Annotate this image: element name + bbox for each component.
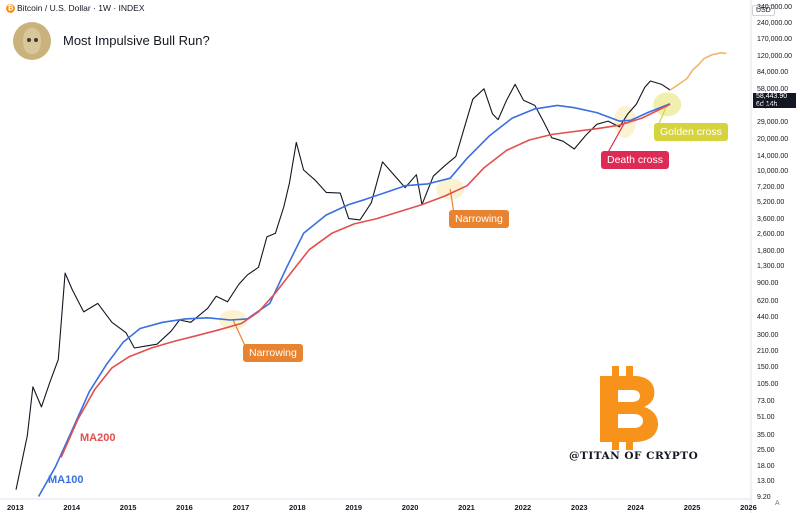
y-tick-label: 5,200.00: [757, 198, 785, 206]
symbol-text: Bitcoin / U.S. Dollar · 1W · INDEX: [17, 3, 145, 13]
y-tick-label: 2,600.00: [757, 231, 785, 239]
series-line-btc: [15, 80, 671, 490]
bitcoin-icon: ₿: [6, 4, 15, 14]
golden-cross-label: Golden cross: [654, 123, 728, 141]
x-tick-label: 2020: [401, 503, 419, 512]
avatar-eye-right: [34, 38, 38, 42]
x-tick-label: 2013: [7, 503, 24, 512]
x-tick-label: 2022: [514, 503, 532, 512]
avatar-face: [23, 28, 41, 54]
bar-countdown: 6d 14h: [756, 100, 778, 108]
y-tick-label: 150.00: [757, 363, 779, 371]
avatar-eye-left: [27, 38, 31, 42]
death-cross-label: Death cross: [601, 151, 670, 169]
x-tick-label: 2025: [683, 503, 701, 512]
last-price-badge: 58,443.90 6d 14h: [753, 93, 796, 108]
narrowing-label-1: Narrowing: [243, 344, 303, 362]
bitcoin-logo-icon: [600, 366, 659, 450]
x-tick-label: 2015: [119, 503, 137, 512]
annotation-connector: [605, 121, 626, 157]
y-tick-label: 170,000.00: [757, 36, 793, 44]
log-scale-toggle[interactable]: A: [775, 500, 780, 507]
x-tick-label: 2023: [570, 503, 588, 512]
y-tick-label: 14,000.00: [757, 152, 789, 160]
y-tick-label: 300.00: [757, 331, 779, 339]
y-tick-label: 900.00: [757, 280, 779, 288]
series-line-ma200: [60, 103, 671, 458]
y-tick-label: 9.20: [757, 494, 771, 501]
avatar: [13, 22, 51, 60]
x-tick-label: 2018: [288, 503, 306, 512]
y-tick-label: 620.00: [757, 297, 779, 305]
y-tick-label: 120,000.00: [757, 52, 793, 60]
x-tick-label: 2014: [63, 503, 81, 512]
y-tick-label: 240,000.00: [757, 20, 793, 28]
x-tick-label: 2019: [345, 503, 363, 512]
y-tick-label: 35.00: [757, 431, 775, 439]
y-tick-label: 10,000.00: [757, 168, 789, 176]
symbol-header[interactable]: ₿ Bitcoin / U.S. Dollar · 1W · INDEX: [6, 3, 145, 14]
ma100-label: MA100: [48, 474, 84, 486]
y-tick-label: 1,300.00: [757, 263, 785, 271]
y-tick-label: 84,000.00: [757, 69, 789, 77]
y-tick-label: 1,800.00: [757, 248, 785, 256]
y-tick-label: 13.00: [757, 477, 775, 485]
y-tick-label: 3,600.00: [757, 215, 785, 223]
y-tick-label: 73.00: [757, 397, 775, 405]
y-tick-label: 41,000.00: [757, 102, 789, 110]
y-tick-label: 340,000.00: [757, 4, 793, 11]
y-tick-label: 7,200.00: [757, 183, 785, 191]
series-line-projection: [669, 51, 727, 91]
x-tick-label: 2026: [740, 503, 757, 512]
last-price-value: 58,443.90: [756, 93, 788, 100]
x-tick-label: 2016: [176, 503, 193, 512]
y-tick-label: 25.00: [757, 447, 775, 455]
series-line-ma100: [37, 103, 671, 497]
y-tick-label: 18.00: [757, 462, 775, 470]
currency-selector[interactable]: USD: [752, 5, 775, 16]
y-tick-label: 210.00: [757, 348, 779, 356]
x-tick-label: 2021: [458, 503, 475, 512]
watermark: @TITAN OF CRYPTO: [569, 450, 699, 462]
y-tick-label: 20,000.00: [757, 135, 789, 143]
ma200-label: MA200: [80, 432, 116, 444]
y-tick-label: 51.00: [757, 414, 775, 422]
x-tick-label: 2024: [627, 503, 644, 512]
y-tick-label: 440.00: [757, 313, 779, 321]
x-tick-label: 2017: [232, 503, 250, 512]
y-tick-label: 105.00: [757, 380, 779, 388]
y-tick-label: 58,000.00: [757, 86, 789, 94]
page-title: Most Impulsive Bull Run?: [63, 33, 210, 48]
narrowing-label-2: Narrowing: [449, 210, 509, 228]
y-tick-label: 29,000.00: [757, 118, 789, 126]
